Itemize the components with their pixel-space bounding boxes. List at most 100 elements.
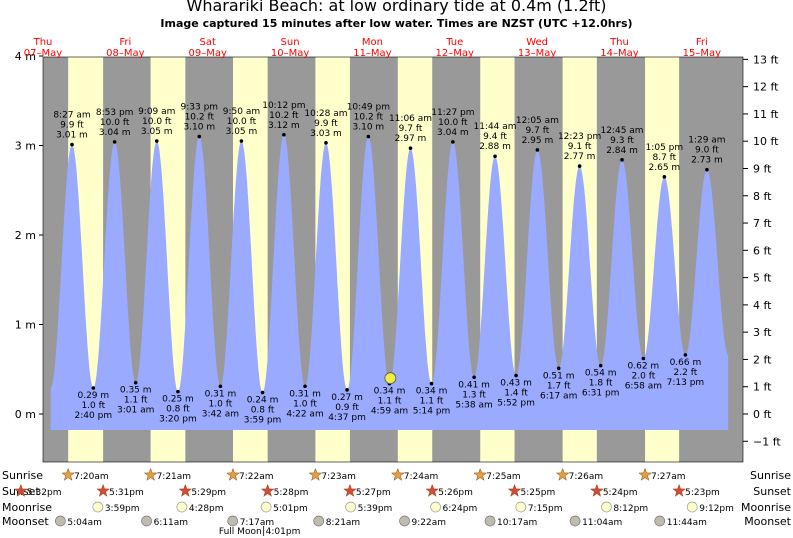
low-tide-point <box>514 373 518 378</box>
high-tide-point <box>366 134 371 139</box>
high-tide-label: 3.04 m <box>99 128 131 138</box>
high-tide-point <box>493 154 497 159</box>
moonset-time: 7:17am <box>240 518 275 528</box>
moonset-icon <box>399 515 410 527</box>
high-tide-label: 12:45 am <box>600 126 643 136</box>
high-tide-point <box>282 132 286 137</box>
low-tide-label: 1.3 ft <box>462 390 486 400</box>
right-axis-tick-label: 8 ft <box>753 190 772 203</box>
low-tide-label: 6:58 am <box>625 382 662 392</box>
right-axis-tick-label: 9 ft <box>753 162 772 175</box>
low-tide-label: 1.8 ft <box>589 379 613 389</box>
sunset-icon <box>178 483 193 497</box>
low-tide-point <box>472 375 476 380</box>
high-tide-label: 11:06 am <box>389 114 432 124</box>
low-tide-label: 0.51 m <box>543 371 575 381</box>
high-tide-label: 10.2 ft <box>185 113 215 123</box>
sunset-icon <box>425 483 440 497</box>
low-tide-label: 4:37 pm <box>328 413 366 423</box>
moonrise-icon <box>430 501 441 513</box>
sunrise-time: 7:27am <box>651 472 686 482</box>
high-tide-label: 10.0 ft <box>227 117 257 127</box>
low-tide-label: 0.34 m <box>416 387 448 397</box>
page-title: Wharariki Beach: at low ordinary tide at… <box>186 0 607 15</box>
tide-curve-area <box>50 134 729 431</box>
high-tide-label: 10:28 am <box>304 109 347 119</box>
high-tide-label: 9.0 ft <box>695 146 719 156</box>
high-tide-label: 3.10 m <box>183 123 215 133</box>
low-tide-point <box>91 386 96 390</box>
low-tide-label: 0.31 m <box>205 389 237 399</box>
date-label: 11–May <box>353 48 391 59</box>
low-tide-label: 0.29 m <box>77 391 109 401</box>
low-tide-point <box>641 356 646 361</box>
full-moon-time: 4:01pm <box>266 527 301 537</box>
high-tide-label: 1:05 pm <box>646 143 684 153</box>
high-tide-point <box>408 146 413 150</box>
high-tide-label: 9.3 ft <box>610 136 634 146</box>
date-label: 13–May <box>518 48 556 59</box>
high-tide-label: 9:09 am <box>138 107 175 117</box>
low-tide-label: 0.66 m <box>670 358 702 368</box>
moonrise-icon <box>601 501 612 513</box>
high-tide-label: 3.05 m <box>141 127 173 137</box>
sunset-icon <box>96 483 111 497</box>
right-axis-tick-label: 7 ft <box>753 217 772 230</box>
low-tide-label: 3:59 pm <box>244 416 282 426</box>
low-tide-label: 4:59 am <box>371 407 408 417</box>
low-tide-point <box>683 353 688 357</box>
moonset-icon <box>654 515 666 527</box>
right-axis-tick-label: 12 ft <box>753 81 779 94</box>
sunset-icon <box>13 483 28 497</box>
sunrise-icon <box>308 467 323 481</box>
high-tide-label: 2.88 m <box>479 142 511 152</box>
moonrise-icon <box>686 501 698 513</box>
low-tide-label: 0.41 m <box>458 380 490 390</box>
low-tide-label: 7:13 pm <box>667 378 705 388</box>
high-tide-point <box>239 139 244 143</box>
day-of-week-label: Sun <box>281 37 300 48</box>
high-tide-label: 10.0 ft <box>100 118 130 128</box>
high-tide-label: 2.84 m <box>606 146 638 156</box>
low-tide-label: 0.8 ft <box>251 406 275 416</box>
high-tide-point <box>154 139 159 143</box>
low-tide-label: 6:17 am <box>540 391 577 401</box>
high-tide-label: 11:27 pm <box>431 108 474 118</box>
moonset-icon <box>313 515 325 527</box>
sunset-icon <box>672 483 687 497</box>
moonrise-time: 4:28pm <box>189 504 224 514</box>
day-of-week-label: Fri <box>696 37 708 48</box>
moonrise-icon <box>260 501 272 513</box>
high-tide-point <box>577 164 582 168</box>
low-tide-label: 5:14 pm <box>413 407 451 417</box>
low-tide-point <box>598 363 603 368</box>
high-tide-label: 3.03 m <box>310 129 342 139</box>
high-tide-point <box>70 142 74 147</box>
row-label-right: Moonset <box>744 515 791 528</box>
row-label-left: Moonset <box>2 515 49 528</box>
sunrise-icon <box>143 467 158 481</box>
low-tide-label: 0.34 m <box>374 387 406 397</box>
low-tide-point <box>260 390 265 395</box>
high-tide-label: 2.95 m <box>522 136 554 146</box>
high-tide-label: 9:50 am <box>223 107 260 117</box>
sunrise-icon <box>555 467 570 481</box>
low-tide-label: 1.4 ft <box>504 389 528 399</box>
low-tide-label: 1.1 ft <box>378 397 402 407</box>
plot-area <box>43 57 743 462</box>
moonrise-icon <box>345 501 356 513</box>
low-tide-label: 0.9 ft <box>335 403 359 413</box>
sunset-icon <box>343 483 357 497</box>
left-axis-tick-label: 0 m <box>15 408 36 421</box>
day-of-week-label: Wed <box>526 37 548 48</box>
moonrise-icon <box>92 501 104 513</box>
high-tide-label: 8.7 ft <box>653 153 677 163</box>
sunrise-icon <box>226 467 240 481</box>
high-tide-label: 8:27 am <box>53 111 90 121</box>
low-tide-label: 6:31 pm <box>582 389 620 399</box>
low-tide-label: 0.43 m <box>500 379 532 389</box>
day-of-week-label: Thu <box>609 37 629 48</box>
page-subtitle: Image captured 15 minutes after low wate… <box>160 17 633 30</box>
high-tide-point <box>535 148 540 152</box>
sunrise-time: 7:21am <box>157 472 192 482</box>
